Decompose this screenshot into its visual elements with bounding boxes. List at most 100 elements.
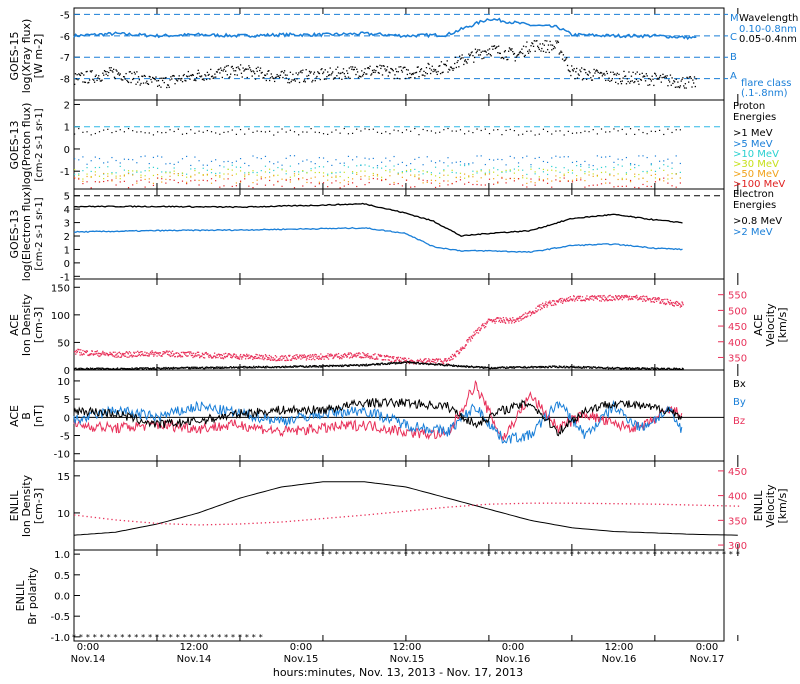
data-point [156, 80, 158, 82]
data-point [143, 74, 146, 77]
data-point [572, 70, 575, 72]
data-point [150, 368, 153, 370]
data-point [322, 172, 325, 174]
data-point [385, 165, 387, 167]
electron-legend-08: >0.8 MeV [733, 216, 782, 227]
data-point [268, 366, 270, 368]
data-point [643, 367, 646, 370]
data-point [284, 355, 287, 357]
series-velocity [74, 502, 740, 526]
data-point [135, 351, 137, 353]
data-point [377, 362, 379, 365]
data-point [601, 366, 603, 369]
data-point [197, 351, 200, 353]
data-point [227, 168, 229, 170]
data-point [159, 352, 162, 354]
data-point [654, 72, 656, 74]
data-point [147, 83, 150, 85]
data-point [549, 40, 551, 43]
data-point [616, 72, 618, 74]
data-point [290, 366, 292, 368]
data-point [212, 77, 214, 80]
data-point [434, 69, 437, 71]
data-point [717, 505, 719, 507]
data-point [339, 132, 341, 134]
data-point [289, 129, 291, 131]
data-point [232, 67, 234, 70]
data-point [687, 77, 689, 79]
data-point [161, 156, 163, 158]
data-point [472, 55, 474, 57]
data-point [269, 79, 271, 82]
data-point [177, 181, 179, 184]
data-point [412, 360, 414, 362]
data-point [104, 354, 107, 356]
data-point [196, 355, 198, 357]
data-point [372, 363, 375, 365]
data-point [438, 358, 440, 360]
data-point [464, 59, 467, 61]
data-point [274, 355, 277, 357]
data-point [347, 183, 350, 185]
data-point [181, 366, 184, 369]
data-point [646, 295, 648, 298]
data-point [667, 174, 669, 176]
data-point [219, 165, 221, 167]
data-point [311, 355, 313, 357]
data-point [644, 295, 646, 298]
data-point [336, 364, 339, 367]
ace-b-ylabel-3: [nT] [32, 405, 45, 427]
data-point [542, 43, 544, 45]
x-tick-date-5: Nov.16 [602, 654, 637, 665]
data-point [219, 186, 221, 188]
data-point [465, 344, 467, 346]
data-point [377, 71, 380, 74]
data-point [305, 359, 308, 361]
data-point [596, 297, 598, 300]
data-point [542, 302, 544, 304]
data-point [221, 357, 223, 359]
data-point [90, 134, 92, 136]
data-point [382, 65, 384, 67]
x-tick-date-6: Nov.17 [690, 654, 725, 665]
data-point: * [273, 550, 277, 559]
data-point [315, 365, 317, 367]
data-point [592, 173, 594, 175]
data-point [460, 347, 462, 349]
data-point [658, 368, 660, 371]
data-point [250, 366, 252, 368]
data-point [351, 356, 354, 359]
data-point [569, 365, 572, 368]
data-point [161, 353, 164, 355]
data-point [505, 317, 507, 319]
data-point [331, 131, 333, 133]
data-point [294, 358, 296, 360]
data-point [351, 66, 354, 68]
data-point [132, 170, 134, 172]
data-point [604, 367, 606, 369]
data-point [373, 69, 375, 71]
panel-3-ytick-label: 1 [64, 245, 70, 256]
data-point [331, 171, 333, 174]
data-point [476, 170, 478, 172]
data-point [669, 303, 671, 306]
data-point [235, 160, 238, 162]
data-point [526, 173, 528, 176]
data-point [310, 182, 312, 184]
data-point [546, 304, 549, 306]
data-point [206, 71, 209, 74]
data-point [659, 160, 661, 162]
data-point [667, 367, 670, 370]
data-point [94, 166, 96, 169]
data-point [437, 363, 440, 365]
data-point [455, 176, 457, 179]
data-point [277, 521, 279, 523]
series-line [73, 397, 683, 437]
data-point [476, 128, 478, 130]
data-point [349, 364, 351, 366]
data-point [624, 296, 626, 298]
data-point [522, 314, 524, 316]
data-point [607, 299, 610, 302]
data-point [259, 357, 261, 360]
data-point [670, 368, 672, 370]
